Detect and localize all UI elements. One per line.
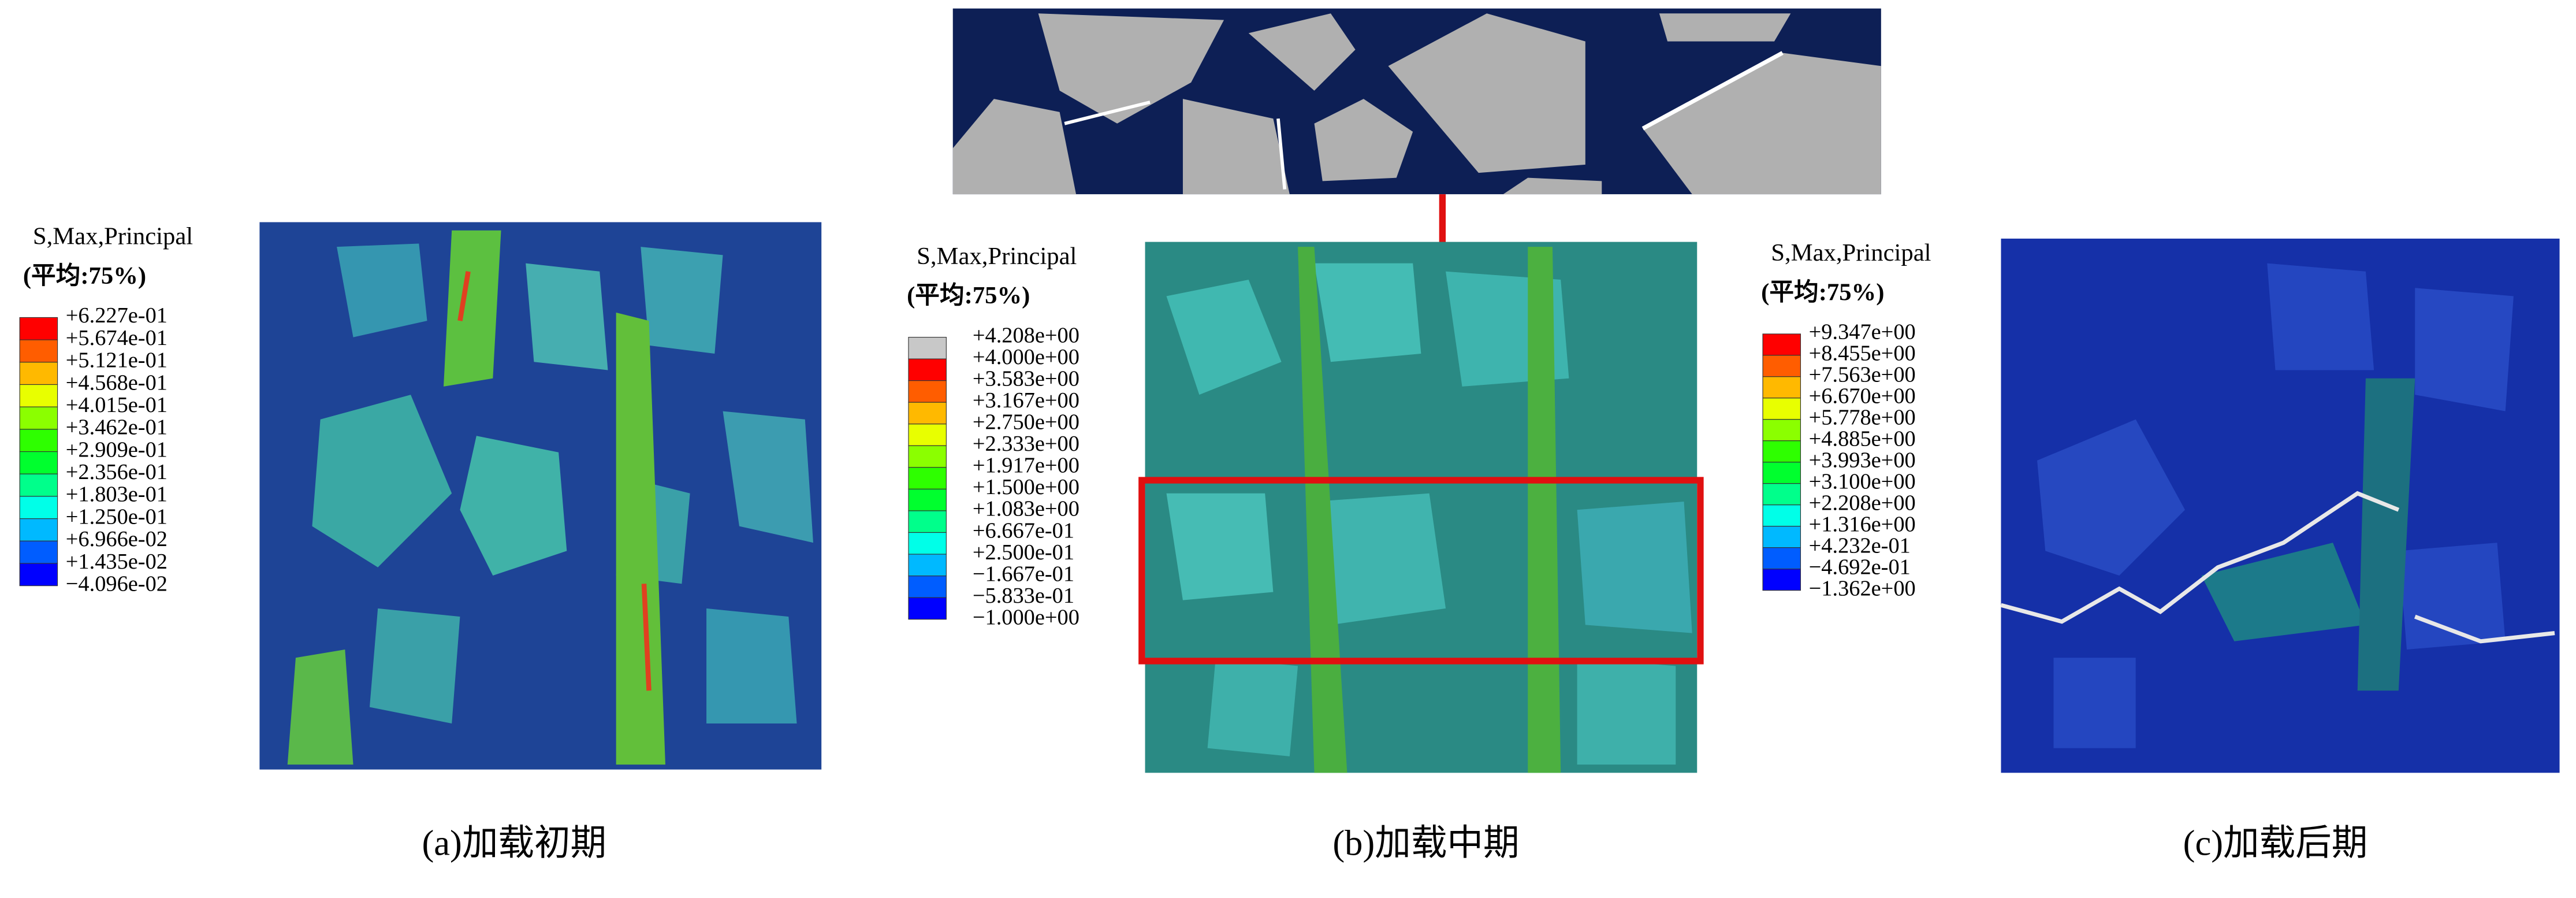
legend-label: +3.167e+00 (973, 388, 1079, 413)
legend-swatch (908, 510, 947, 533)
legend-label: +9.347e+00 (1809, 320, 1916, 344)
legend-swatch (19, 451, 58, 474)
legend-swatch (908, 337, 947, 359)
zoom-box (1138, 477, 1704, 665)
legend-title: S,Max,Principal (917, 243, 1077, 270)
legend-label: +3.462e-01 (66, 415, 167, 440)
legend-swatch (19, 496, 58, 519)
legend-swatch (1762, 526, 1801, 548)
legend-swatch (908, 445, 947, 468)
legend-label: +4.015e-01 (66, 393, 167, 417)
legend-swatch (19, 563, 58, 587)
legend-swatch (908, 554, 947, 577)
caption: (b)加载中期 (1332, 823, 1519, 863)
legend-swatch (1762, 440, 1801, 463)
legend-swatch (19, 339, 58, 363)
legend-label: +6.227e-01 (66, 303, 167, 328)
legend-swatch (908, 402, 947, 425)
legend-label: +8.455e+00 (1809, 342, 1916, 366)
legend-label: −4.096e-02 (66, 572, 167, 596)
legend-swatch (1762, 547, 1801, 570)
legend-label: +6.667e-01 (973, 518, 1074, 543)
legend-label: +4.232e-01 (1809, 533, 1911, 558)
legend-swatch (908, 467, 947, 489)
legend-label: +5.121e-01 (66, 348, 167, 373)
caption: (c)加载后期 (2183, 823, 2368, 863)
legend-swatch (19, 540, 58, 564)
legend-label: +2.500e-01 (973, 540, 1074, 565)
legend-swatch (908, 597, 947, 620)
legend-label: −1.000e+00 (973, 605, 1079, 629)
legend-label: +4.000e+00 (973, 345, 1079, 369)
legend-label: +7.563e+00 (1809, 363, 1916, 387)
legend-label: +5.778e+00 (1809, 406, 1916, 430)
legend-swatch (908, 532, 947, 555)
legend-swatch (1762, 504, 1801, 527)
legend-label: +2.750e+00 (973, 410, 1079, 435)
legend-swatch (1762, 462, 1801, 484)
legend-swatch (908, 358, 947, 381)
legend-label: +5.674e-01 (66, 326, 167, 350)
legend-label: +1.316e+00 (1809, 512, 1916, 536)
legend-label: +3.993e+00 (1809, 448, 1916, 473)
legend-swatch (19, 429, 58, 452)
legend-swatch (908, 488, 947, 511)
legend-swatch (19, 317, 58, 340)
legend-swatch (1762, 376, 1801, 399)
legend-label: +1.917e+00 (973, 454, 1079, 478)
legend-title: S,Max,Principal (33, 223, 193, 250)
legend-swatch (1762, 355, 1801, 377)
legend-label: +1.250e-01 (66, 504, 167, 529)
legend-swatch (19, 518, 58, 541)
legend-label: +4.568e-01 (66, 370, 167, 395)
legend-label: +3.583e+00 (973, 366, 1079, 391)
legend-label: +1.083e+00 (973, 497, 1079, 521)
legend-subtitle: (平均:75%) (907, 281, 1030, 309)
legend-label: +4.208e+00 (973, 323, 1079, 347)
legend-swatch (1762, 483, 1801, 506)
legend-label: +2.208e+00 (1809, 491, 1916, 515)
legend-label: +2.333e+00 (973, 432, 1079, 456)
legend-swatch (1762, 569, 1801, 591)
legend-label: +4.885e+00 (1809, 427, 1916, 451)
legend-label: +1.435e-02 (66, 550, 167, 574)
legend-label: −1.667e-01 (973, 562, 1074, 586)
legend-swatch (908, 380, 947, 403)
legend-swatch (908, 424, 947, 446)
caption: (a)加载初期 (422, 823, 606, 863)
legend-swatch (1762, 398, 1801, 420)
legend-label: +1.803e-01 (66, 483, 167, 507)
legend-label: −5.833e-01 (973, 584, 1074, 608)
legend-label: +2.909e-01 (66, 437, 167, 462)
legend-label: +6.966e-02 (66, 527, 167, 551)
legend-label: +1.500e+00 (973, 475, 1079, 499)
legend-swatch (908, 576, 947, 598)
fem-image-b (1145, 242, 1698, 773)
legend-label: +2.356e-01 (66, 460, 167, 484)
fem-inset-b (952, 8, 1881, 195)
legend-title: S,Max,Principal (1771, 239, 1931, 266)
legend-swatch (19, 406, 58, 430)
legend-swatch (1762, 333, 1801, 356)
legend-swatch (1762, 419, 1801, 441)
legend-label: −4.692e-01 (1809, 555, 1911, 579)
legend-swatch (19, 362, 58, 385)
legend-label: +3.100e+00 (1809, 470, 1916, 494)
legend-label: +6.670e+00 (1809, 384, 1916, 409)
legend-swatch (19, 384, 58, 407)
legend-subtitle: (平均:75%) (1761, 278, 1884, 306)
legend-swatch (19, 473, 58, 497)
legend-label: −1.362e+00 (1809, 576, 1916, 600)
legend-subtitle: (平均:75%) (23, 262, 146, 290)
fem-image-a (259, 222, 822, 770)
fem-image-c (2000, 238, 2560, 773)
